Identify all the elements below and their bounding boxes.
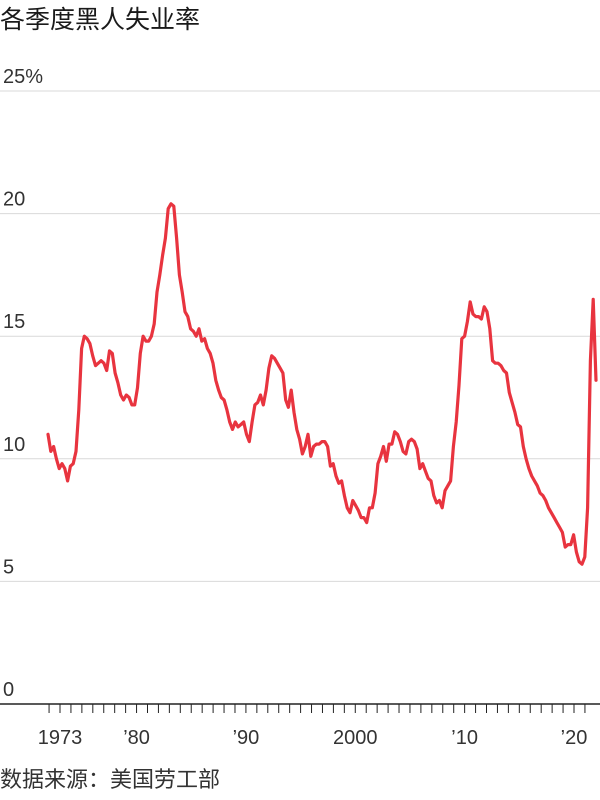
x-tick-label: 1973 (38, 727, 83, 749)
gridlines (0, 90, 600, 582)
x-tick-label: ’10 (451, 727, 478, 749)
chart-title: 各季度黑人失业率 (0, 5, 201, 34)
source-note: 数据来源：美国劳工部 (0, 768, 221, 793)
y-tick-label: 20 (3, 189, 25, 211)
y-axis-ticks: 0 5 10 15 20 25% (3, 66, 43, 701)
series-line (46, 202, 598, 566)
x-axis: 1973 ’80 ’90 2000 ’10 ’20 (0, 703, 600, 749)
series-layer (46, 202, 598, 566)
x-tick-label: ’80 (123, 727, 150, 749)
y-tick-label: 5 (3, 556, 14, 578)
y-tick-label: 25% (3, 66, 43, 88)
x-tick-label: ’20 (561, 727, 588, 749)
y-tick-label: 15 (3, 311, 25, 333)
y-tick-label: 10 (3, 434, 25, 456)
x-tick-label: 2000 (333, 727, 378, 749)
line-chart: 0 5 10 15 20 25% 1973 ’80 ’90 2000 ’10 ’20 (0, 66, 600, 749)
x-tick-label: ’90 (233, 727, 260, 749)
y-tick-label: 0 (3, 679, 14, 701)
